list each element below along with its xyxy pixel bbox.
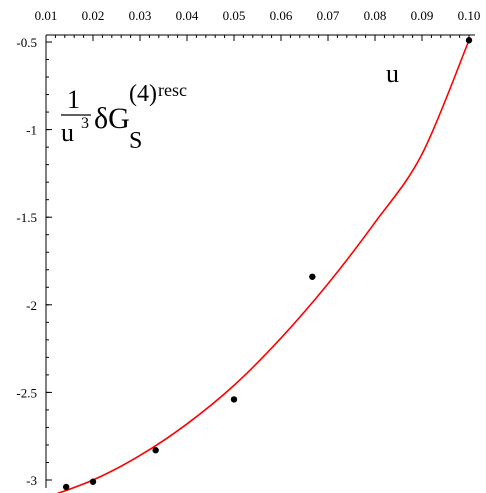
data-point (231, 396, 237, 402)
ylabel-frac-den: u (61, 118, 74, 147)
x-tick-label: 0.05 (223, 8, 246, 23)
y-tick-label: -1.5 (16, 210, 37, 225)
x-tick-label: 0.01 (35, 8, 58, 23)
x-tick-label: 0.04 (176, 8, 199, 23)
y-tick-label: -0.5 (16, 35, 37, 50)
y-tick-label: -2 (26, 298, 37, 313)
y-tick-label: -2.5 (16, 385, 37, 400)
x-tick-label: 0.08 (364, 8, 387, 23)
data-point (90, 479, 96, 485)
ylabel-frac-den-exp: 3 (81, 115, 89, 132)
data-point (309, 274, 315, 280)
y-ticks: -0.5 -1 -1.5 -2 -2.5 -3 (16, 35, 52, 488)
data-point (152, 447, 158, 453)
ylabel-sup-rest: resc (158, 80, 187, 100)
x-tick-label: 0.07 (317, 8, 340, 23)
data-point (63, 484, 69, 490)
ylabel-sup: (4) (129, 81, 157, 107)
x-axis-label: u (386, 59, 399, 88)
x-tick-label: 0.10 (458, 8, 481, 23)
ylabel-sub: S (129, 128, 142, 154)
y-tick-label: -3 (26, 473, 37, 488)
x-tick-label: 0.02 (82, 8, 105, 23)
y-tick-label: -1 (26, 123, 37, 138)
data-point (466, 37, 472, 43)
x-ticks: 0.01 0.02 0.03 0.04 0.05 0.06 0.07 0.08 0.09 0.10 (35, 8, 481, 41)
x-tick-label: 0.09 (411, 8, 434, 23)
ylabel-delta-g: δG (94, 102, 130, 135)
x-tick-label: 0.06 (270, 8, 293, 23)
y-axis-label: 1 u 3 δG S (4) resc (61, 80, 187, 154)
x-tick-label: 0.03 (129, 8, 152, 23)
ylabel-frac-num: 1 (67, 85, 80, 114)
